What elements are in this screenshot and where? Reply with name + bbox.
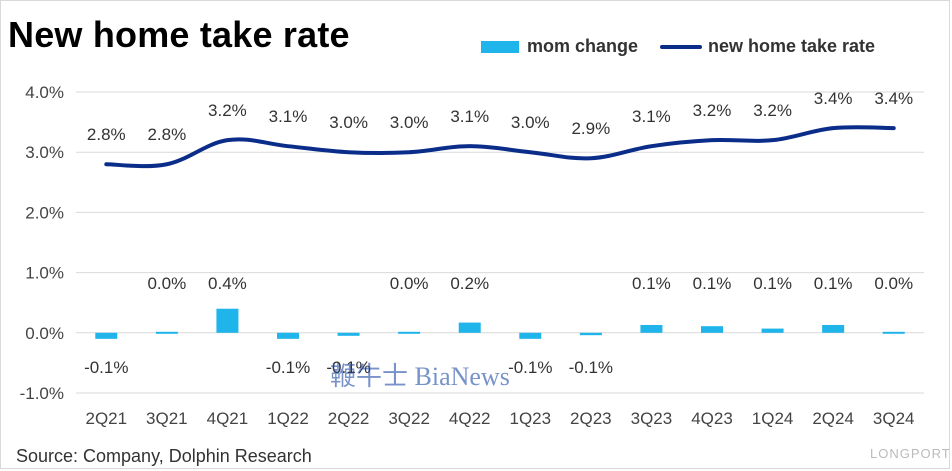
line-data-label: 3.0%	[390, 113, 429, 132]
line-data-label: 2.8%	[87, 125, 126, 144]
bar-data-label: 0.1%	[753, 274, 792, 293]
bar-data-label: -0.1%	[266, 358, 310, 377]
bar	[882, 331, 905, 334]
x-tick-label: 1Q22	[267, 409, 309, 428]
bar	[277, 332, 299, 339]
x-tick-label: 3Q23	[631, 409, 673, 428]
line-data-label: 3.2%	[693, 101, 732, 120]
bar-data-label: 0.1%	[814, 274, 853, 293]
x-tick-label: 2Q24	[812, 409, 854, 428]
y-tick-label: 4.0%	[25, 83, 64, 102]
bar-data-label: -0.1%	[569, 358, 613, 377]
bar	[95, 332, 118, 339]
x-tick-label: 1Q24	[752, 409, 794, 428]
watermark-longport: LONGPORT	[870, 446, 951, 461]
y-tick-label: 1.0%	[25, 264, 64, 283]
bar-data-label: 0.0%	[147, 274, 186, 293]
line-data-label: 3.1%	[632, 107, 671, 126]
x-tick-label: 3Q24	[873, 409, 915, 428]
bar	[519, 332, 542, 339]
bar	[579, 332, 602, 336]
line-data-label: 2.8%	[147, 125, 186, 144]
bar-data-label: 0.4%	[208, 274, 247, 293]
bar-data-label: 0.0%	[874, 274, 913, 293]
bar-data-label: 0.1%	[632, 274, 671, 293]
legend-bar-swatch	[481, 40, 519, 53]
line-data-label: 3.4%	[814, 89, 853, 108]
bar-data-label: -0.1%	[326, 358, 370, 377]
bar-data-label: 0.2%	[450, 274, 489, 293]
bar-data-label: -0.1%	[84, 358, 128, 377]
line-data-label: 2.9%	[571, 119, 610, 138]
bar	[822, 324, 845, 333]
bar	[398, 331, 421, 334]
bar	[701, 326, 723, 333]
line-data-label: 3.2%	[753, 101, 792, 120]
legend-item-mom-change: mom change	[481, 36, 638, 57]
legend-item-take-rate: new home take rate	[660, 36, 875, 57]
bar	[337, 332, 360, 336]
bar	[155, 331, 178, 334]
y-tick-label: 0.0%	[25, 324, 64, 343]
chart-title: New home take rate	[8, 14, 350, 55]
bar-data-label: 0.1%	[693, 274, 732, 293]
bar	[216, 308, 239, 333]
line-data-label: 3.0%	[511, 113, 550, 132]
line-data-label: 3.1%	[450, 107, 489, 126]
x-tick-label: 3Q22	[388, 409, 430, 428]
x-tick-label: 3Q21	[146, 409, 188, 428]
legend-line-label: new home take rate	[708, 36, 876, 56]
x-tick-label: 4Q22	[449, 409, 491, 428]
x-tick-label: 4Q23	[691, 409, 733, 428]
source-note: Source: Company, Dolphin Research	[16, 446, 312, 466]
take-rate-line	[104, 125, 896, 169]
line-data-label: 3.1%	[269, 107, 308, 126]
y-tick-label: 2.0%	[25, 203, 64, 222]
x-tick-label: 2Q23	[570, 409, 612, 428]
line-data-label: 3.0%	[329, 113, 368, 132]
line-data-label: 3.2%	[208, 101, 247, 120]
x-tick-label: 2Q22	[328, 409, 370, 428]
x-tick-label: 2Q21	[85, 409, 127, 428]
line-data-label: 3.4%	[874, 89, 913, 108]
y-tick-label: -1.0%	[20, 384, 64, 403]
y-tick-label: 3.0%	[25, 143, 64, 162]
watermark-bianews: 鞭牛士 BiaNews	[330, 362, 510, 391]
legend-line-swatch	[660, 44, 702, 49]
legend-bar-label: mom change	[527, 36, 639, 56]
x-tick-label: 1Q23	[509, 409, 551, 428]
bar	[640, 324, 663, 333]
bar	[458, 322, 481, 333]
x-tick-label: 4Q21	[207, 409, 249, 428]
bar	[761, 328, 784, 333]
bar-data-label: 0.0%	[390, 274, 429, 293]
bar-data-label: -0.1%	[508, 358, 552, 377]
